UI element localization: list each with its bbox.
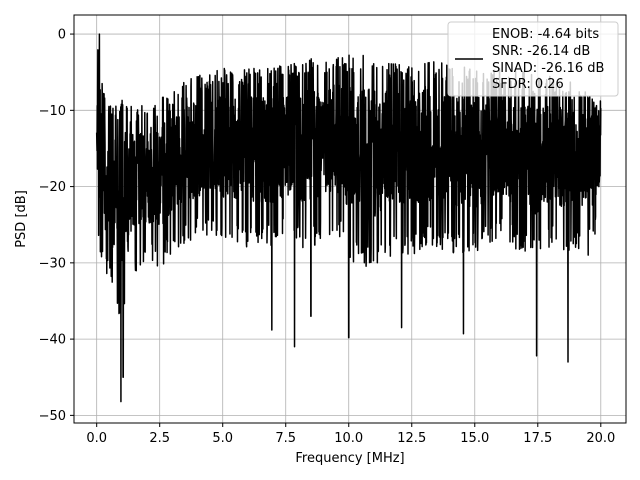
legend-enob: ENOB: -4.64 bits <box>492 27 599 42</box>
x-tick-label: 15.0 <box>460 431 489 446</box>
x-tick-label: 2.5 <box>149 431 170 446</box>
legend-snr: SNR: -26.14 dB <box>492 44 590 59</box>
y-tick-label: −40 <box>39 333 66 348</box>
legend-sinad: SINAD: -26.16 dB <box>492 61 604 76</box>
y-tick-label: −30 <box>39 256 66 271</box>
x-tick-label: 7.5 <box>275 431 296 446</box>
plot-frame <box>73 14 627 424</box>
y-axis-label: PSD [dB] <box>14 190 29 248</box>
x-axis-label: Frequency [MHz] <box>295 451 404 466</box>
psd-trace <box>95 33 602 403</box>
y-tick-label: −20 <box>39 180 66 195</box>
y-tick-label: 0 <box>58 28 66 43</box>
x-tick-label: 17.5 <box>523 431 552 446</box>
y-tick-label: −50 <box>39 409 66 424</box>
legend: ENOB: -4.64 bits SNR: -26.14 dB SINAD: -… <box>447 21 619 97</box>
x-tick-label: 20.0 <box>586 431 615 446</box>
x-tick-label: 12.5 <box>397 431 426 446</box>
legend-box <box>447 21 619 97</box>
x-tick-label: 10.0 <box>334 431 363 446</box>
legend-sfdr: SFDR: 0.26 <box>492 77 564 92</box>
y-axis: 0 −10 −20 −30 −40 −50 <box>39 28 74 424</box>
y-tick-label: −10 <box>39 104 66 119</box>
series-psd <box>95 33 602 403</box>
x-tick-label: 5.0 <box>212 431 233 446</box>
x-tick-label: 0.0 <box>86 431 107 446</box>
x-axis: 0.0 2.5 5.0 7.5 10.0 12.5 15.0 17.5 20.0 <box>86 423 615 446</box>
